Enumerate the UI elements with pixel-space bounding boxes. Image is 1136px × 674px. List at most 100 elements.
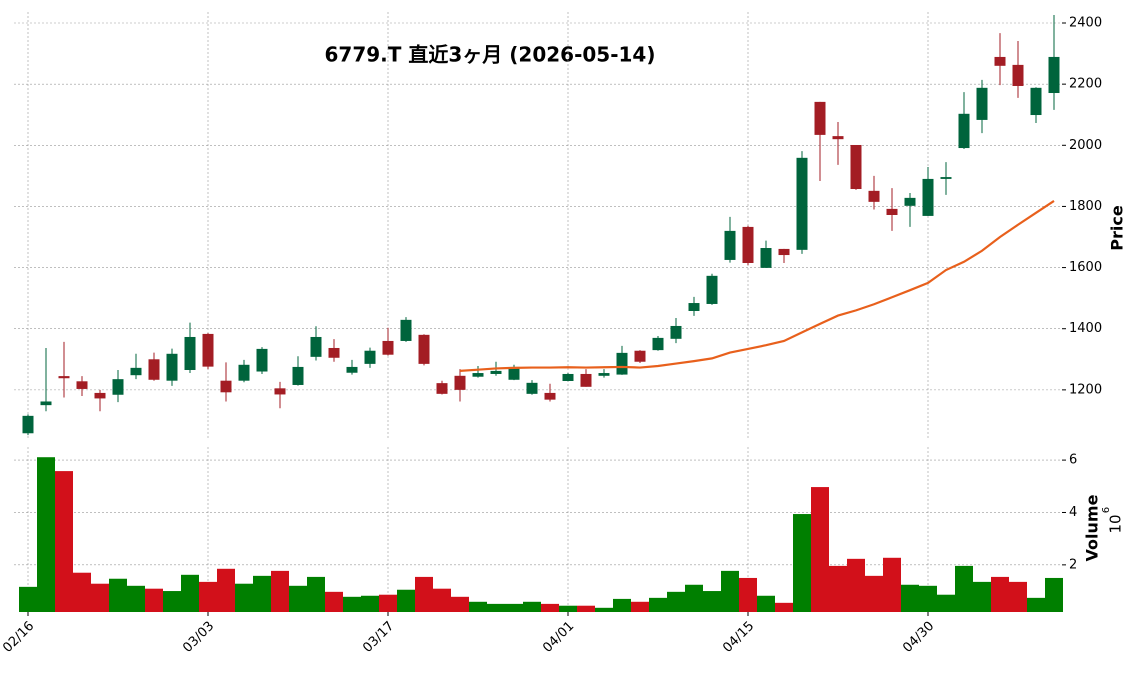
candle-body	[562, 373, 574, 381]
x-tick-label: 02/16	[0, 619, 37, 656]
candle-body	[130, 367, 142, 376]
volume-bar	[379, 594, 397, 612]
volume-bar	[1045, 577, 1063, 612]
candle-body	[22, 415, 34, 434]
volume-bar	[199, 581, 217, 612]
volume-bar	[415, 576, 433, 612]
candle-body	[1048, 56, 1060, 94]
candle-body	[148, 359, 160, 380]
candle-body	[688, 303, 700, 311]
volume-bar	[631, 601, 649, 612]
candle-body	[850, 144, 862, 190]
candle-body	[274, 388, 286, 395]
candle-body	[616, 352, 628, 375]
candle-body	[112, 379, 124, 395]
volume-offset-base: 10	[1107, 514, 1125, 533]
candle-body	[184, 336, 196, 370]
candle-body	[76, 381, 88, 389]
volume-bar	[523, 601, 541, 612]
volume-bar	[649, 597, 667, 612]
volume-bar	[505, 603, 523, 612]
volume-bar	[91, 583, 109, 612]
candle-body	[994, 56, 1006, 66]
candle-body	[220, 380, 232, 393]
candle-body	[454, 375, 466, 390]
volume-offset-exponent: 6	[1101, 507, 1112, 513]
volume-bar	[235, 583, 253, 612]
volume-bar	[487, 603, 505, 612]
volume-tick-label: 2	[1069, 557, 1077, 572]
volume-bar	[667, 591, 685, 612]
volume-bar	[1027, 597, 1045, 612]
volume-bar	[577, 605, 595, 612]
candle-body	[580, 373, 592, 387]
volume-bar	[19, 586, 37, 612]
volume-bar	[433, 588, 451, 612]
candle-body	[400, 319, 412, 341]
volume-bar	[613, 598, 631, 612]
x-tick-label: 04/30	[900, 619, 937, 656]
candle-body	[256, 348, 268, 372]
volume-bar	[955, 565, 973, 612]
volume-bar	[253, 575, 271, 612]
volume-bar	[109, 578, 127, 612]
volume-bar	[343, 596, 361, 612]
volume-bar	[739, 577, 757, 612]
candle-body	[490, 370, 502, 374]
volume-bar	[865, 575, 883, 612]
candle-body	[742, 226, 754, 263]
volume-bar	[883, 557, 901, 612]
volume-bar	[217, 568, 235, 612]
candle-body	[526, 382, 538, 394]
candle-body	[382, 340, 394, 355]
moving-average-line	[459, 200, 1055, 373]
volume-bar	[1009, 581, 1027, 612]
volume-bar	[991, 576, 1009, 612]
volume-bar	[793, 514, 811, 612]
volume-tick-label: 6	[1069, 453, 1077, 468]
candle-body	[760, 248, 772, 268]
volume-bar	[757, 595, 775, 612]
candle-body	[598, 373, 610, 376]
candle-body	[886, 208, 898, 215]
candle-body	[508, 366, 520, 380]
candle-body	[364, 350, 376, 364]
candle-body	[202, 333, 214, 367]
candle-body	[238, 364, 250, 381]
candle-body	[922, 178, 934, 216]
volume-bar	[595, 607, 613, 612]
x-tick-label: 04/01	[540, 619, 577, 656]
x-tick-label: 03/17	[360, 619, 397, 656]
candle-body	[832, 136, 844, 140]
volume-bar	[181, 574, 199, 612]
candle-body	[958, 113, 970, 149]
volume-bar	[811, 487, 829, 612]
volume-bar	[937, 594, 955, 612]
candle-body	[634, 350, 646, 362]
volume-tick-label: 4	[1069, 505, 1077, 520]
volume-bar	[919, 585, 937, 612]
volume-bar	[73, 572, 91, 612]
candle-body	[310, 336, 322, 357]
candle-body	[868, 190, 880, 202]
candle-body	[418, 334, 430, 364]
candle-body	[346, 366, 358, 373]
candle-body	[796, 157, 808, 250]
volume-bar	[685, 584, 703, 612]
y-tick-label: 2000	[1069, 138, 1102, 153]
candle-body	[472, 373, 484, 377]
candle-body	[778, 248, 790, 256]
candle-body	[724, 230, 736, 260]
volume-bar	[775, 602, 793, 612]
candle-body	[166, 353, 178, 381]
y-tick-label: 2200	[1069, 77, 1102, 92]
candle-body	[976, 87, 988, 120]
volume-bar	[271, 570, 289, 612]
y-tick-label: 2400	[1069, 16, 1102, 31]
volume-bar	[145, 588, 163, 612]
volume-bar	[847, 558, 865, 612]
candle-body	[436, 383, 448, 394]
candle-body	[670, 325, 682, 339]
volume-bar	[469, 601, 487, 612]
volume-bar	[127, 585, 145, 612]
